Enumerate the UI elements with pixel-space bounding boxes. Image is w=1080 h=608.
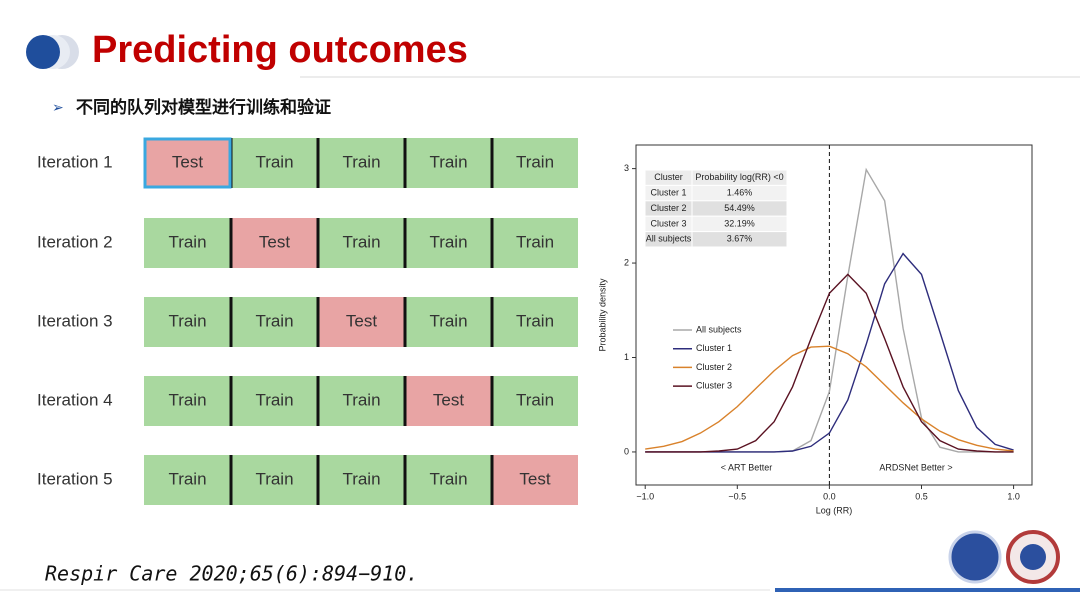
iteration-label: Iteration 4	[37, 390, 113, 409]
fold-label: Train	[255, 311, 293, 330]
fold-label: Test	[259, 232, 290, 251]
table-header: Cluster	[654, 172, 683, 182]
legend-label: Cluster 3	[696, 380, 732, 390]
fold-label: Train	[516, 232, 554, 251]
x-tick-label: −0.5	[728, 491, 746, 501]
table-text: Cluster 1	[650, 187, 686, 197]
fold-cell	[492, 138, 578, 188]
table-header: Probability log(RR) <0	[695, 172, 783, 182]
annotation: < ART Better	[721, 462, 772, 472]
fold-label: Train	[342, 469, 380, 488]
fold-cell	[405, 455, 492, 505]
plot-frame	[635, 144, 1033, 486]
fold-cell	[318, 455, 405, 505]
legend-label: All subjects	[696, 324, 742, 334]
fold-label: Test	[433, 390, 464, 409]
y-tick-label: 3	[624, 163, 629, 173]
y-tick-label: 1	[624, 352, 629, 362]
legend-label: Cluster 1	[696, 343, 732, 353]
subtitle: 不同的队列对模型进行训练和验证	[76, 97, 331, 118]
fold-cell	[144, 297, 231, 347]
x-axis-label: Log (RR)	[816, 505, 853, 515]
bullet: ➢	[52, 100, 64, 116]
selection-outline	[143, 137, 232, 189]
fold-label: Train	[168, 469, 206, 488]
iteration-label: Iteration 3	[37, 311, 113, 330]
fold-label: Train	[429, 469, 467, 488]
fold-label: Train	[168, 232, 206, 251]
x-tick-label: −1.0	[636, 491, 654, 501]
iteration-label: Iteration 1	[37, 152, 113, 171]
table-cell	[691, 231, 788, 248]
fold-label: Train	[255, 152, 293, 171]
fold-label: Test	[346, 311, 377, 330]
fold-cell	[231, 455, 318, 505]
fold-cell	[144, 138, 231, 188]
fold-cell	[405, 376, 492, 426]
y-tick-label: 0	[624, 446, 629, 456]
fold-cell	[405, 218, 492, 268]
density-line	[645, 273, 1014, 453]
y-axis-label: Probability density	[597, 278, 607, 352]
fold-cell	[144, 455, 231, 505]
slide-title: Predicting outcomes	[92, 29, 468, 71]
table-text: 32.19%	[724, 218, 755, 228]
table-text: 3.67%	[727, 234, 753, 244]
fold-cell	[318, 297, 405, 347]
table-text: Cluster 2	[650, 203, 686, 213]
y-tick-label: 2	[624, 257, 629, 267]
university-logo	[948, 530, 1002, 584]
fold-cell	[492, 297, 578, 347]
fold-label: Train	[516, 390, 554, 409]
logo-dot	[26, 35, 60, 69]
x-tick-label: 0.0	[823, 491, 836, 501]
cross-validation: Iteration 1 Test Train Train Train Train Itera…	[37, 137, 578, 505]
fold-label: Train	[342, 152, 380, 171]
x-tick-label: 1.0	[1007, 491, 1020, 501]
x-tick-label: 0.5	[915, 491, 928, 501]
fold-cell	[231, 376, 318, 426]
fold-cell	[231, 218, 318, 268]
fold-cell	[318, 376, 405, 426]
table-text: 1.46%	[727, 187, 753, 197]
fold-cell	[144, 376, 231, 426]
fold-label: Train	[255, 390, 293, 409]
fold-cell	[318, 218, 405, 268]
iteration-label: Iteration 2	[37, 232, 113, 251]
fold-label: Train	[429, 232, 467, 251]
fold-label: Test	[172, 152, 203, 171]
fold-cell	[492, 455, 578, 505]
fold-label: Train	[516, 311, 554, 330]
fold-cell	[144, 218, 231, 268]
fold-label: Train	[342, 390, 380, 409]
university-logo-core	[1020, 544, 1046, 570]
citation: Respir Care 2020;65(6):894−910.	[45, 562, 418, 586]
table-text: Cluster 3	[650, 218, 686, 228]
fold-cell	[405, 138, 492, 188]
fold-label: Train	[168, 390, 206, 409]
annotation: ARDSNet Better >	[879, 462, 952, 472]
fold-label: Train	[429, 152, 467, 171]
table-text: All subjects	[646, 234, 692, 244]
fold-label: Train	[168, 311, 206, 330]
density-line	[645, 345, 1014, 452]
fold-cell	[405, 297, 492, 347]
fold-cell	[492, 218, 578, 268]
fold-label: Train	[516, 152, 554, 171]
fold-cell	[231, 297, 318, 347]
fold-cell	[231, 138, 318, 188]
fold-cell	[318, 138, 405, 188]
table-text: 54.49%	[724, 203, 755, 213]
density-chart: 0 1 2 3 −1.0 −0.5 0.0 0.5 1.0 Log (RR) Probability…	[597, 144, 1033, 515]
fold-label: Train	[255, 469, 293, 488]
iteration-label: Iteration 5	[37, 469, 113, 488]
fold-label: Test	[519, 469, 550, 488]
fold-cell	[492, 376, 578, 426]
fold-label: Train	[429, 311, 467, 330]
legend-label: Cluster 2	[696, 362, 732, 372]
fold-label: Train	[342, 232, 380, 251]
